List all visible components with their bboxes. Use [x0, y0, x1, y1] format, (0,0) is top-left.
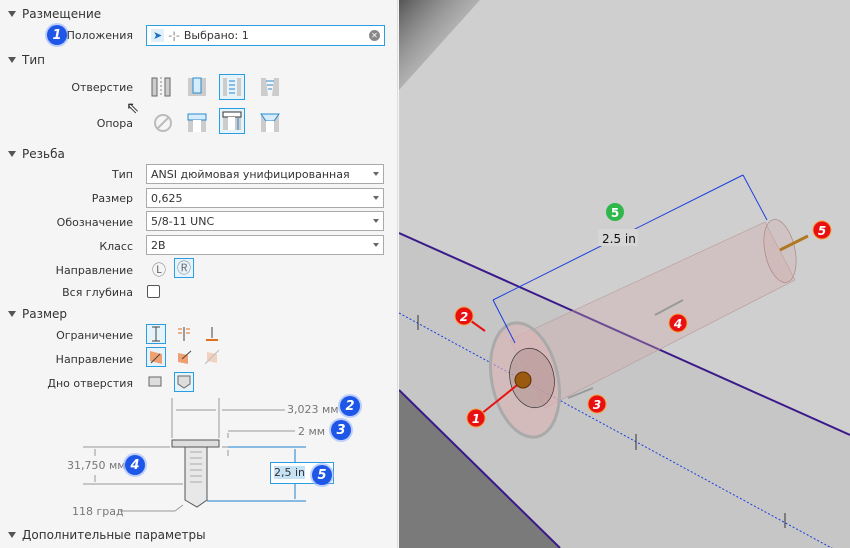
positions-label: Положения [66, 29, 133, 42]
seat-label: Опора [96, 117, 133, 130]
select-value: ANSI дюймовая унифицированная [151, 167, 350, 181]
mouse-cursor-icon: ⇖ [126, 98, 140, 117]
thread-depth-value[interactable]: 31,750 мм [67, 459, 126, 472]
hole-axis-line [399, 312, 833, 548]
dropdown-arrow-icon [373, 243, 379, 247]
distance-termination-icon[interactable] [146, 324, 166, 344]
section-advanced[interactable]: Дополнительные параметры [8, 528, 206, 542]
part-shadow [399, 0, 480, 90]
right-hand-thread-icon[interactable]: Ⓡ [174, 258, 194, 278]
section-title: Резьба [22, 147, 65, 161]
thread-direction-label: Направление [55, 264, 133, 277]
full-depth-label: Вся глубина [62, 286, 133, 299]
callout-badge: 2 [460, 310, 468, 324]
counterbore-depth-value[interactable]: 2 мм [298, 425, 326, 438]
simple-hole-icon[interactable] [148, 74, 174, 100]
callout-badge [606, 203, 624, 221]
positions-input[interactable]: ➤ -¦- Выбрано: 1 ✕ [146, 25, 385, 46]
positions-value: Выбрано: 1 [183, 29, 249, 42]
dropdown-arrow-icon [373, 172, 379, 176]
collapse-icon [8, 311, 16, 317]
designation-label: Обозначение [56, 216, 133, 229]
hole-bottom-label: Дно отверстия [47, 377, 133, 390]
callout-badge: 3 [593, 398, 601, 412]
dropdown-arrow-icon [373, 196, 379, 200]
tapped-hole-icon[interactable] [219, 74, 245, 100]
section-type[interactable]: Тип [8, 53, 45, 67]
part-edge [399, 232, 850, 436]
flat-bottom-icon[interactable] [145, 372, 165, 392]
counterbore-icon[interactable] [184, 110, 210, 136]
full-depth-checkbox[interactable] [147, 285, 160, 298]
position-grip[interactable] [514, 371, 532, 389]
class-select[interactable]: 2B [146, 235, 384, 255]
callout-badge: 4 [673, 317, 682, 331]
no-seat-icon[interactable] [150, 110, 176, 136]
collapse-icon [8, 151, 16, 157]
dimension-label[interactable]: 2.5 in [602, 232, 636, 246]
collapse-icon [8, 532, 16, 538]
thread-type-label: Тип [111, 168, 133, 181]
section-placement[interactable]: Размещение [8, 7, 101, 21]
callout-badge: 1 [47, 25, 67, 45]
callout-badge: 2 [340, 396, 360, 416]
hole-diagram [83, 398, 306, 512]
clear-icon[interactable]: ✕ [369, 30, 380, 41]
to-face-termination-icon[interactable] [202, 324, 222, 344]
section-size[interactable]: Размер [8, 307, 67, 321]
depth-arrow-icon[interactable] [654, 299, 684, 316]
part-side-face [399, 233, 850, 548]
drill-angle-value[interactable]: 118 град [72, 505, 124, 518]
point-icon: -¦- [168, 29, 180, 42]
angle-bottom-icon[interactable] [174, 372, 194, 392]
hole-properties-panel: Размещение 1 Положения ➤ -¦- Выбрано: 1 … [0, 0, 398, 548]
hole-label: Отверстие [71, 81, 133, 94]
end-grip-arrow-icon[interactable] [779, 234, 809, 252]
select-value: 0,625 [151, 191, 183, 205]
counterbore-diameter-value[interactable]: 3,023 мм [287, 403, 339, 416]
callout-badge: 5 [818, 224, 826, 238]
section-thread[interactable]: Резьба [8, 147, 65, 161]
countersink-depth-icon[interactable] [219, 108, 245, 134]
callout-badge: 5 [312, 465, 332, 485]
input-value: 2,5 in [274, 466, 306, 479]
termination-label: Ограничение [56, 329, 133, 342]
part-edge [399, 389, 561, 548]
direction-arrow-icon[interactable] [567, 387, 594, 399]
default-direction-icon[interactable] [146, 347, 166, 367]
collapse-icon [8, 11, 16, 17]
flip-direction-icon[interactable] [174, 347, 194, 367]
collapse-icon [8, 57, 16, 63]
section-title: Дополнительные параметры [22, 528, 206, 542]
countersink-icon[interactable] [257, 110, 283, 136]
callout-badge: 1 [472, 412, 480, 426]
thread-size-label: Размер [91, 192, 133, 205]
select-value: 2B [151, 238, 166, 252]
callout-badge: 4 [125, 455, 145, 475]
select-cursor-icon[interactable]: ➤ [151, 29, 165, 42]
dropdown-arrow-icon [373, 219, 379, 223]
callout-badge: 3 [331, 420, 351, 440]
section-title: Размер [22, 307, 68, 321]
badge-text: 5 [611, 206, 619, 220]
section-title: Размещение [22, 7, 102, 21]
symmetric-direction-icon[interactable] [202, 347, 222, 367]
size-direction-label: Направление [55, 353, 133, 366]
taper-tapped-hole-icon[interactable] [257, 74, 283, 100]
through-all-termination-icon[interactable] [174, 324, 194, 344]
left-hand-thread-icon[interactable]: Ⓛ [152, 263, 166, 279]
clearance-hole-icon[interactable] [184, 74, 210, 100]
section-title: Тип [22, 53, 45, 67]
thread-size-select[interactable]: 0,625 [146, 188, 384, 208]
3d-viewport[interactable]: 2.5 in 5 1 2 3 4 5 [399, 0, 850, 548]
class-label: Класс [99, 240, 133, 253]
designation-select[interactable]: 5/8-11 UNC [146, 211, 384, 231]
thread-type-select[interactable]: ANSI дюймовая унифицированная [146, 164, 384, 184]
select-value: 5/8-11 UNC [151, 214, 215, 228]
